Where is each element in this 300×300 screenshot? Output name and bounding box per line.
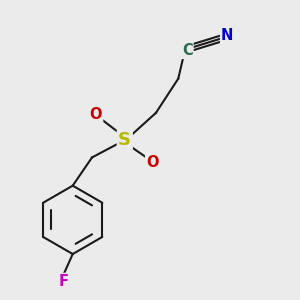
Text: S: S — [118, 130, 131, 148]
Text: O: O — [90, 107, 102, 122]
Text: C: C — [182, 43, 193, 58]
Text: S: S — [118, 130, 131, 148]
Text: F: F — [59, 274, 69, 289]
Text: O: O — [146, 155, 159, 170]
Text: N: N — [221, 28, 233, 43]
